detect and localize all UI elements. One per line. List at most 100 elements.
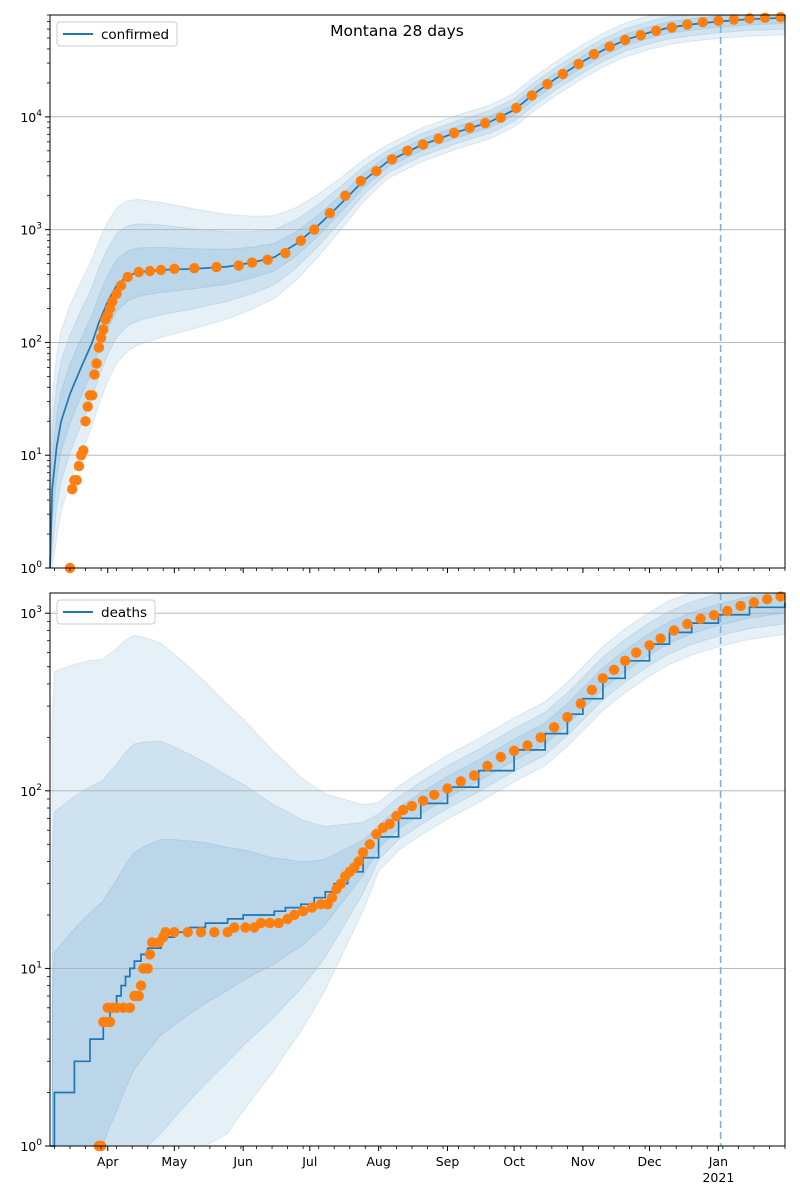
observed-point	[104, 1016, 116, 1028]
observed-point	[353, 856, 364, 867]
observed-point	[651, 25, 662, 36]
observed-point	[526, 90, 538, 101]
observed-point	[73, 460, 85, 472]
observed-point	[326, 892, 338, 903]
observed-point	[133, 990, 144, 1002]
observed-point	[406, 800, 418, 812]
observed-point	[240, 922, 251, 933]
observed-point	[182, 927, 193, 938]
observed-point	[775, 12, 786, 23]
observed-point	[262, 254, 273, 265]
observed-point	[713, 15, 724, 26]
observed-point	[71, 475, 82, 486]
legend-label: deaths	[101, 605, 147, 621]
observed-point	[695, 613, 706, 624]
x-tick-label: Jan	[708, 1154, 728, 1169]
observed-point	[280, 247, 291, 259]
observed-point	[748, 597, 760, 608]
observed-point	[535, 732, 546, 743]
observed-point	[588, 48, 600, 60]
observed-point	[522, 740, 533, 751]
observed-point	[762, 594, 773, 605]
observed-point	[324, 208, 335, 219]
confirmed-y-axis: 100 101 102 103 104	[20, 14, 50, 576]
deaths-model-line	[50, 602, 786, 1147]
observed-point	[495, 751, 506, 763]
observed-point	[98, 324, 109, 335]
observed-point	[67, 484, 78, 495]
y-tick-label: 104	[20, 109, 42, 125]
chart-title: Montana 28 days	[330, 22, 464, 40]
observed-point	[297, 906, 309, 917]
x-tick-label: Aug	[366, 1154, 390, 1169]
observed-point	[644, 640, 655, 651]
observed-point	[115, 280, 127, 291]
observed-point	[386, 154, 398, 165]
observed-point	[417, 139, 429, 150]
observed-point	[246, 257, 258, 268]
observed-point	[697, 17, 708, 28]
observed-point	[87, 390, 98, 401]
observed-point	[82, 401, 93, 412]
observed-point	[666, 22, 677, 33]
x-tick-label: May	[161, 1154, 187, 1169]
observed-point	[124, 1002, 136, 1013]
observed-point	[340, 190, 351, 201]
observed-point	[468, 770, 480, 781]
observed-point	[557, 68, 569, 80]
observed-point	[402, 145, 413, 156]
x-tick-label: Jun	[232, 1154, 253, 1169]
observed-point	[371, 166, 382, 177]
deaths-observed-points	[93, 591, 786, 1152]
observed-point	[735, 600, 746, 612]
observed-point	[759, 12, 771, 23]
observed-point	[722, 605, 733, 617]
observed-point	[604, 41, 615, 52]
observed-point	[455, 776, 466, 787]
observed-point	[508, 745, 520, 756]
observed-point	[635, 30, 646, 41]
legend-label: confirmed	[101, 27, 169, 43]
observed-point	[562, 711, 573, 723]
observed-point	[211, 261, 222, 273]
observed-point	[668, 625, 680, 636]
observed-point	[542, 78, 553, 90]
confirmed-gridlines	[50, 116, 785, 569]
x-tick-label: Oct	[503, 1154, 525, 1169]
y-tick-label: 102	[20, 334, 42, 350]
x-tick-label: Jul	[301, 1154, 317, 1169]
y-tick-label: 100	[20, 560, 42, 576]
observed-point	[608, 664, 620, 675]
observed-point	[189, 263, 200, 274]
observed-point	[586, 684, 597, 696]
observed-point	[482, 760, 493, 772]
observed-point	[429, 789, 440, 800]
y-tick-label: 102	[20, 783, 42, 799]
observed-point	[573, 58, 584, 70]
x-tick-label: Dec	[637, 1154, 661, 1169]
observed-point	[107, 296, 118, 307]
observed-point	[355, 175, 367, 187]
observed-point	[80, 416, 91, 427]
observed-point	[619, 34, 631, 46]
observed-point	[548, 722, 560, 733]
observed-point	[744, 13, 755, 24]
observed-point	[575, 698, 586, 709]
legend-box	[56, 21, 178, 47]
observed-point	[229, 922, 240, 933]
observed-point	[397, 804, 409, 816]
observed-point	[155, 264, 167, 276]
confirmed-axes-frame	[49, 14, 786, 569]
observed-point	[309, 224, 320, 235]
observed-point	[144, 949, 156, 960]
observed-point	[295, 235, 307, 246]
observed-point	[209, 927, 220, 938]
observed-point	[433, 133, 444, 144]
observed-point	[357, 847, 369, 858]
observed-point	[91, 358, 102, 369]
observed-point	[384, 818, 395, 830]
observed-point	[264, 917, 275, 929]
